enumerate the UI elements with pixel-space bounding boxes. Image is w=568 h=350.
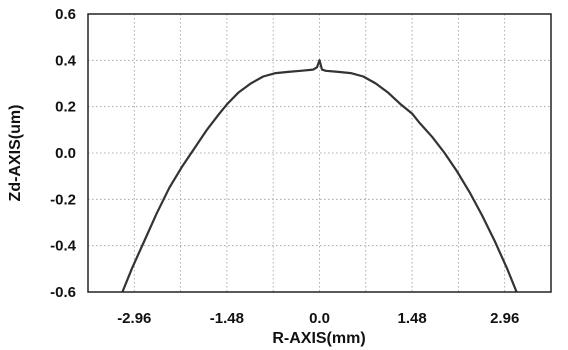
y-tick-label: -0.6 bbox=[50, 284, 76, 301]
x-tick-label: 1.48 bbox=[397, 310, 426, 327]
x-tick-label: 2.96 bbox=[490, 310, 519, 327]
y-axis-title: Zd-AXIS(um) bbox=[7, 105, 24, 202]
y-tick-label: 0.4 bbox=[55, 52, 77, 69]
y-tick-labels: 0.6 0.4 0.2 0.0 -0.2 -0.4 -0.6 bbox=[50, 6, 77, 301]
x-tick-label: -2.96 bbox=[117, 310, 151, 327]
plot-frame bbox=[87, 13, 552, 293]
y-tick-label: 0.2 bbox=[55, 99, 76, 116]
x-tick-labels: -2.96 -1.48 0.0 1.48 2.96 bbox=[117, 310, 519, 327]
x-tick-label: 0.0 bbox=[309, 310, 330, 327]
y-tick-label: -0.2 bbox=[50, 191, 76, 208]
y-tick-label: 0.0 bbox=[55, 145, 76, 162]
y-tick-label: -0.4 bbox=[50, 238, 77, 255]
x-axis-title: R-AXIS(mm) bbox=[272, 330, 365, 347]
x-tick-label: -1.48 bbox=[210, 310, 244, 327]
data-line bbox=[121, 59, 518, 293]
grid bbox=[88, 14, 551, 292]
y-tick-label: 0.6 bbox=[55, 6, 76, 23]
